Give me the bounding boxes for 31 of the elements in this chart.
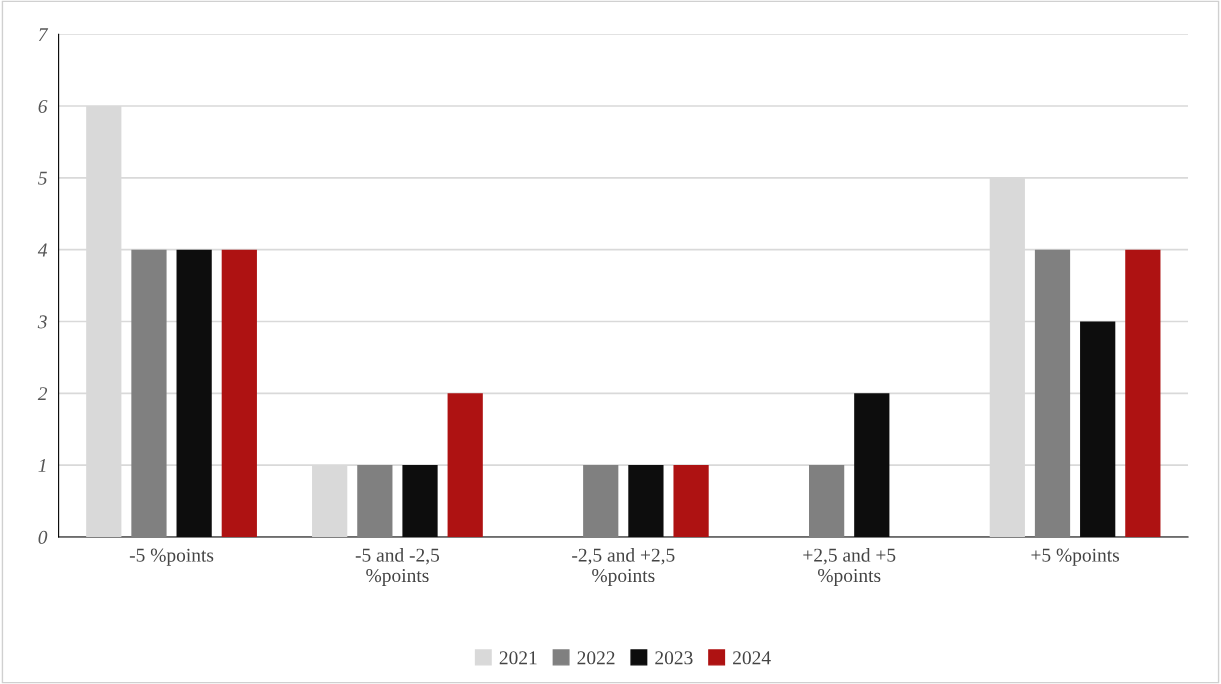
y-tick-label: 5 (38, 171, 47, 185)
x-tick-label: +5 %points (1031, 548, 1120, 566)
bar (583, 465, 619, 537)
bar (854, 393, 890, 537)
legend-label: 2021 (499, 651, 537, 665)
bar (402, 465, 438, 537)
bar (1034, 249, 1071, 537)
y-tick-label: 3 (37, 315, 47, 329)
bar (221, 249, 257, 537)
y-tick-label: 2 (37, 387, 48, 401)
x-tick-label: -5 and -2,5 %points (355, 548, 440, 587)
y-tick-label: 1 (38, 459, 46, 472)
legend-label: 2024 (733, 651, 771, 665)
x-tick-label: +2,5 and +5 %points (803, 548, 896, 587)
y-tick-label: 7 (38, 28, 49, 41)
y-tick-label: 0 (38, 530, 48, 544)
legend-label: 2023 (655, 651, 693, 665)
x-tick-label: -2,5 and +2,5 %points (572, 548, 675, 587)
bar (809, 465, 845, 537)
bar (628, 465, 664, 537)
bar (673, 465, 709, 537)
bar (1125, 249, 1161, 537)
bar (357, 465, 393, 537)
bar (1080, 321, 1116, 537)
y-tick-label: 6 (38, 99, 48, 113)
y-tick-label: 4 (37, 243, 48, 257)
bar (447, 393, 483, 537)
x-tick-label: -5 %points (129, 548, 214, 566)
legend-label: 2022 (577, 651, 615, 665)
bar (131, 249, 167, 537)
bar (176, 249, 212, 537)
